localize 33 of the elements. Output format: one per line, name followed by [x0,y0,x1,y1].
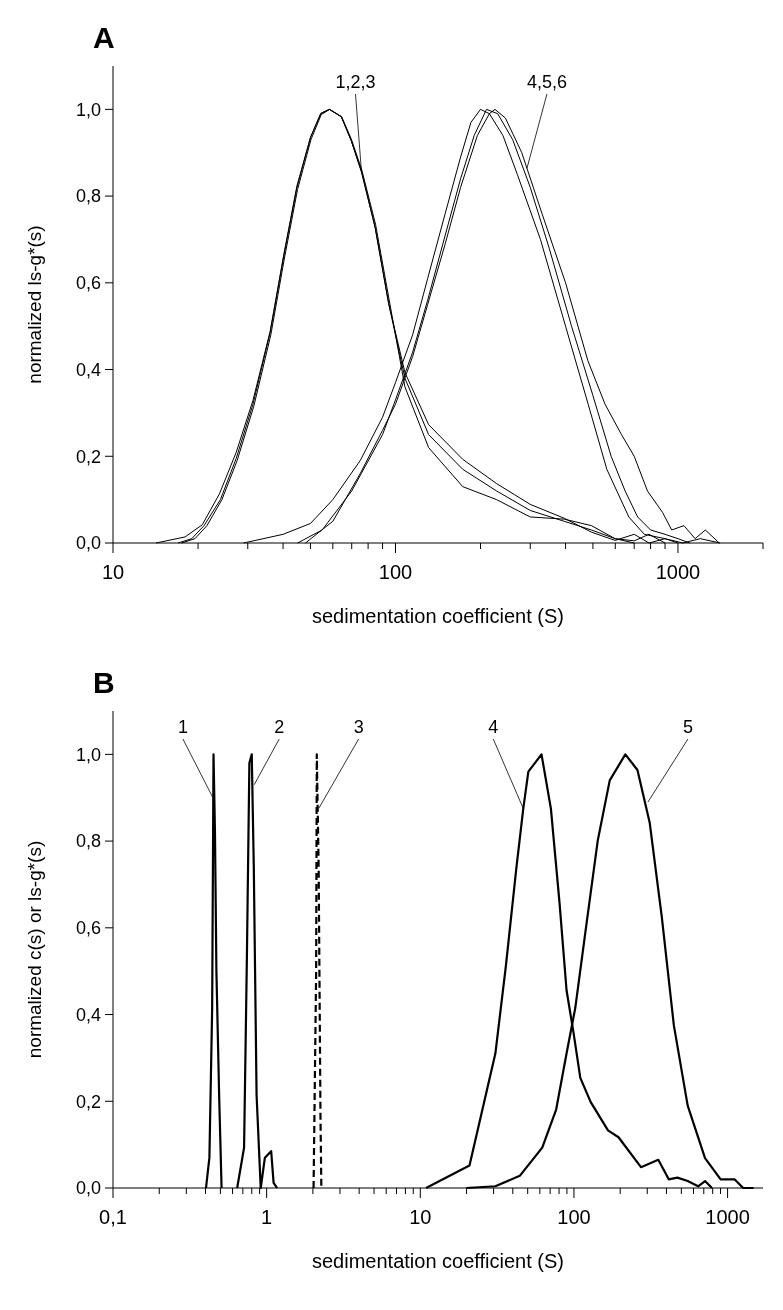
x-tick-label: 100 [557,1206,591,1228]
y-axis-title: normalized ls-g*(s) [24,225,45,384]
annotation: 4 [488,717,499,737]
y-tick-label: 0,8 [75,186,101,207]
annotation: 2 [274,717,285,737]
x-tick-label: 1 [261,1206,273,1228]
chart-title: B [93,666,115,699]
y-tick-label: 1,0 [75,99,101,120]
x-tick-label: 10 [101,561,125,583]
y-tick-label: 0,8 [75,831,101,852]
x-axis-title: sedimentation coefficient (S) [312,605,564,627]
y-axis-title: normalized c(s) or ls-g*(s) [24,840,45,1059]
x-tick-label: 0,1 [99,1206,127,1228]
chart-title: A [93,21,115,54]
y-tick-label: 0,2 [75,1091,101,1112]
y-tick-label: 0,4 [75,1004,101,1025]
y-tick-label: 0,0 [75,533,101,554]
annotation: 3 [353,717,364,737]
y-tick-label: 0,0 [75,1178,101,1199]
y-tick-label: 1,0 [75,744,101,765]
annotation: 5 [682,717,693,737]
y-tick-label: 0,6 [75,273,101,294]
x-tick-label: 10 [409,1206,432,1228]
y-tick-label: 0,6 [75,918,101,939]
x-tick-label: 1000 [705,1206,750,1228]
x-axis-title: sedimentation coefficient (S) [312,1250,564,1272]
annotation: 4,5,6 [526,72,567,92]
annotation: 1,2,3 [335,72,376,92]
x-tick-label: 1000 [655,561,701,583]
annotation: 1 [177,717,188,737]
y-tick-label: 0,4 [75,359,101,380]
y-tick-label: 0,2 [75,446,101,467]
x-tick-label: 100 [378,561,413,583]
